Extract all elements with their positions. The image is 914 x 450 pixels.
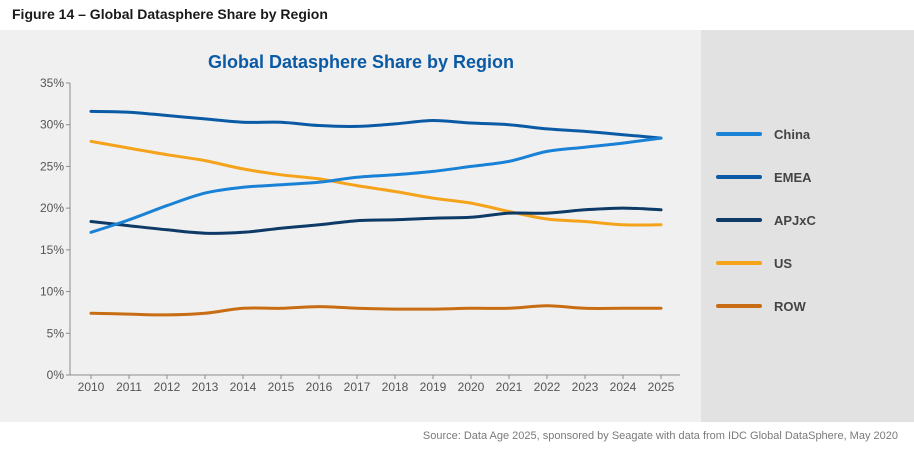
y-tick-label: 0% (47, 368, 65, 382)
legend-swatch (716, 304, 762, 308)
x-tick-label: 2020 (458, 380, 485, 394)
x-tick-label: 2023 (572, 380, 599, 394)
x-tick-label: 2011 (116, 380, 142, 394)
y-tick-label: 25% (40, 159, 64, 173)
x-tick-label: 2010 (78, 380, 105, 394)
legend-label: APJxC (774, 212, 816, 228)
y-tick-label: 35% (40, 76, 64, 90)
x-tick-label: 2018 (382, 380, 409, 394)
x-tick-label: 2024 (610, 380, 637, 394)
legend-label: China (774, 126, 811, 142)
chart-title: Global Datasphere Share by Region (207, 52, 515, 72)
y-tick-label: 20% (40, 201, 64, 215)
series-line-apjxc (89, 206, 663, 235)
legend-label: ROW (774, 298, 806, 314)
x-tick-label: 2016 (306, 380, 333, 394)
x-tick-label: 2017 (344, 380, 371, 394)
legend-swatch (716, 218, 762, 222)
series-line-emea (89, 109, 663, 140)
legend-item-china: China (716, 124, 810, 144)
y-tick-label: 30% (40, 118, 64, 132)
x-tick-label: 2021 (496, 380, 523, 394)
legend-item-us: US (716, 253, 792, 273)
figure-caption: Figure 14 – Global Datasphere Share by R… (12, 6, 328, 22)
legend-swatch (716, 132, 762, 136)
x-tick-label: 2025 (648, 380, 675, 394)
series-line-china (89, 136, 663, 234)
legend-panel (701, 30, 914, 422)
series-line-row (89, 304, 663, 317)
legend-label: US (774, 255, 793, 271)
source-note: Source: Data Age 2025, sponsored by Seag… (422, 430, 898, 442)
legend-label: EMEA (774, 169, 812, 185)
y-tick-label: 5% (47, 326, 65, 340)
x-tick-label: 2012 (154, 380, 181, 394)
x-tick-label: 2019 (420, 380, 447, 394)
y-tick-label: 15% (40, 243, 64, 257)
legend-item-emea: EMEA (716, 167, 812, 187)
chart-panel (0, 30, 701, 422)
legend-swatch (716, 175, 762, 179)
legend-item-apjxc: APJxC (716, 210, 816, 230)
legend-item-row: ROW (716, 296, 806, 316)
x-tick-label: 2015 (268, 380, 295, 394)
x-tick-label: 2013 (192, 380, 219, 394)
series-line-us (89, 139, 663, 227)
x-tick-label: 2014 (230, 380, 257, 394)
y-tick-label: 10% (40, 285, 64, 299)
x-tick-label: 2022 (534, 380, 561, 394)
legend-swatch (716, 261, 762, 265)
